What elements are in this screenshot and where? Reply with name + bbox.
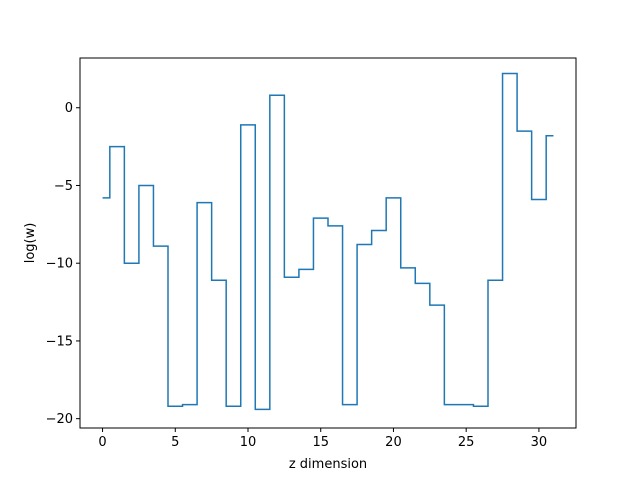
y-tick-label: −15: [46, 334, 73, 349]
y-axis-ticks: 0 −5 −10 −15 −20: [46, 101, 80, 427]
y-axis-label: log(w): [23, 223, 38, 264]
x-axis-label: z dimension: [289, 457, 367, 472]
x-tick-label: 10: [240, 435, 257, 450]
y-tick-label: 0: [65, 101, 73, 116]
x-tick-label: 25: [458, 435, 475, 450]
x-tick-label: 5: [171, 435, 179, 450]
x-tick-label: 20: [385, 435, 402, 450]
series-step-line: [102, 72, 554, 411]
y-tick-label: −10: [46, 257, 73, 272]
plot-area-frame: [79, 57, 577, 429]
x-tick-label: 0: [98, 435, 106, 450]
x-tick-label: 30: [531, 435, 548, 450]
x-tick-label: 15: [312, 435, 329, 450]
y-tick-label: −20: [46, 412, 73, 427]
x-axis-ticks: 0 5 10 15 20 25 30: [98, 428, 547, 450]
y-tick-label: −5: [54, 179, 73, 194]
series-layer: [102, 72, 554, 411]
